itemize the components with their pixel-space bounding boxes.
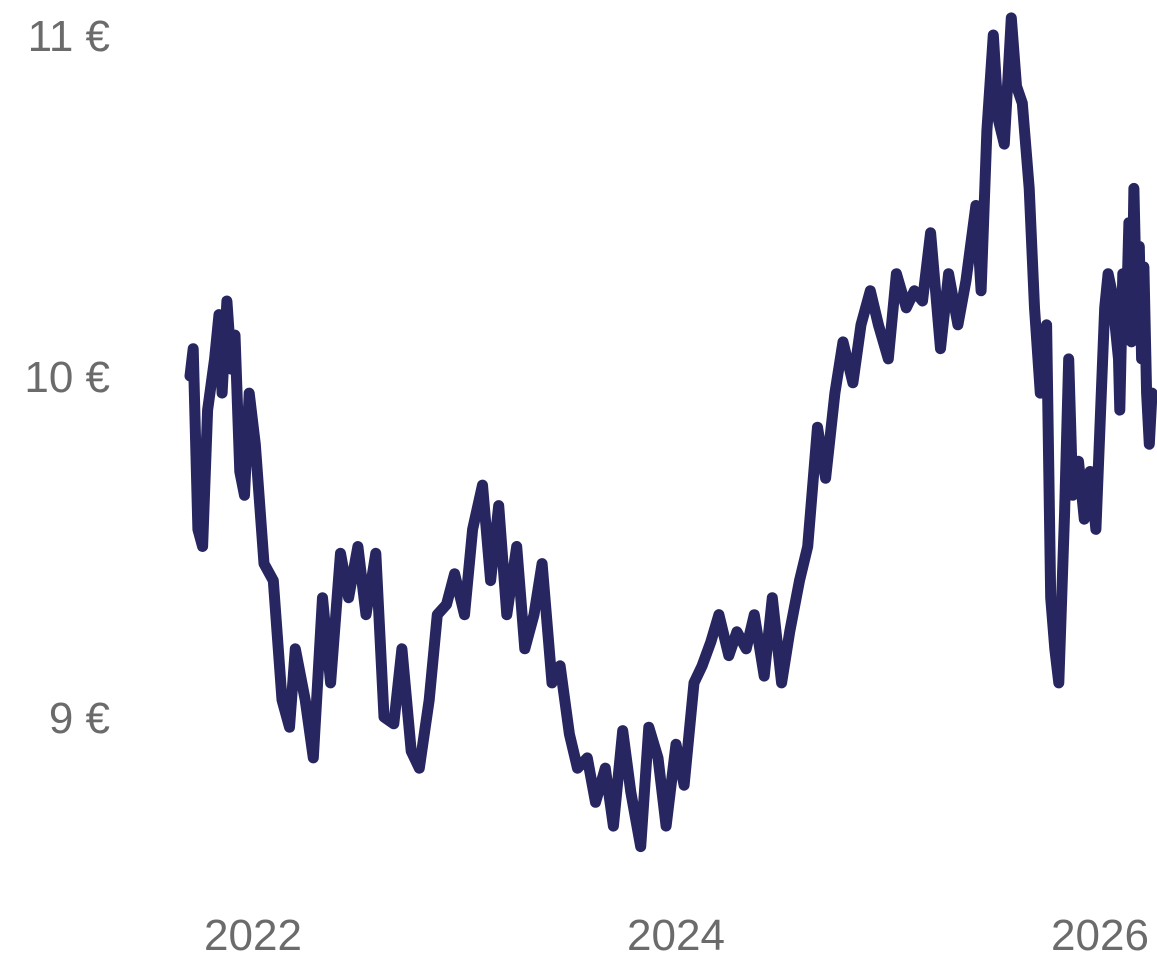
y-tick-label: 11 € [28, 12, 110, 61]
y-axis: 9 € 10 € 11 € [24, 12, 110, 743]
x-tick-label: 2026 [1051, 911, 1149, 959]
y-tick-label: 10 € [24, 353, 110, 402]
x-tick-label: 2022 [204, 911, 302, 959]
series-line [184, 12, 1157, 853]
x-axis: 2022 2024 2026 [204, 911, 1149, 959]
y-tick-label: 9 € [49, 694, 110, 743]
x-tick-label: 2024 [627, 911, 725, 959]
plot-area [184, 12, 1157, 853]
